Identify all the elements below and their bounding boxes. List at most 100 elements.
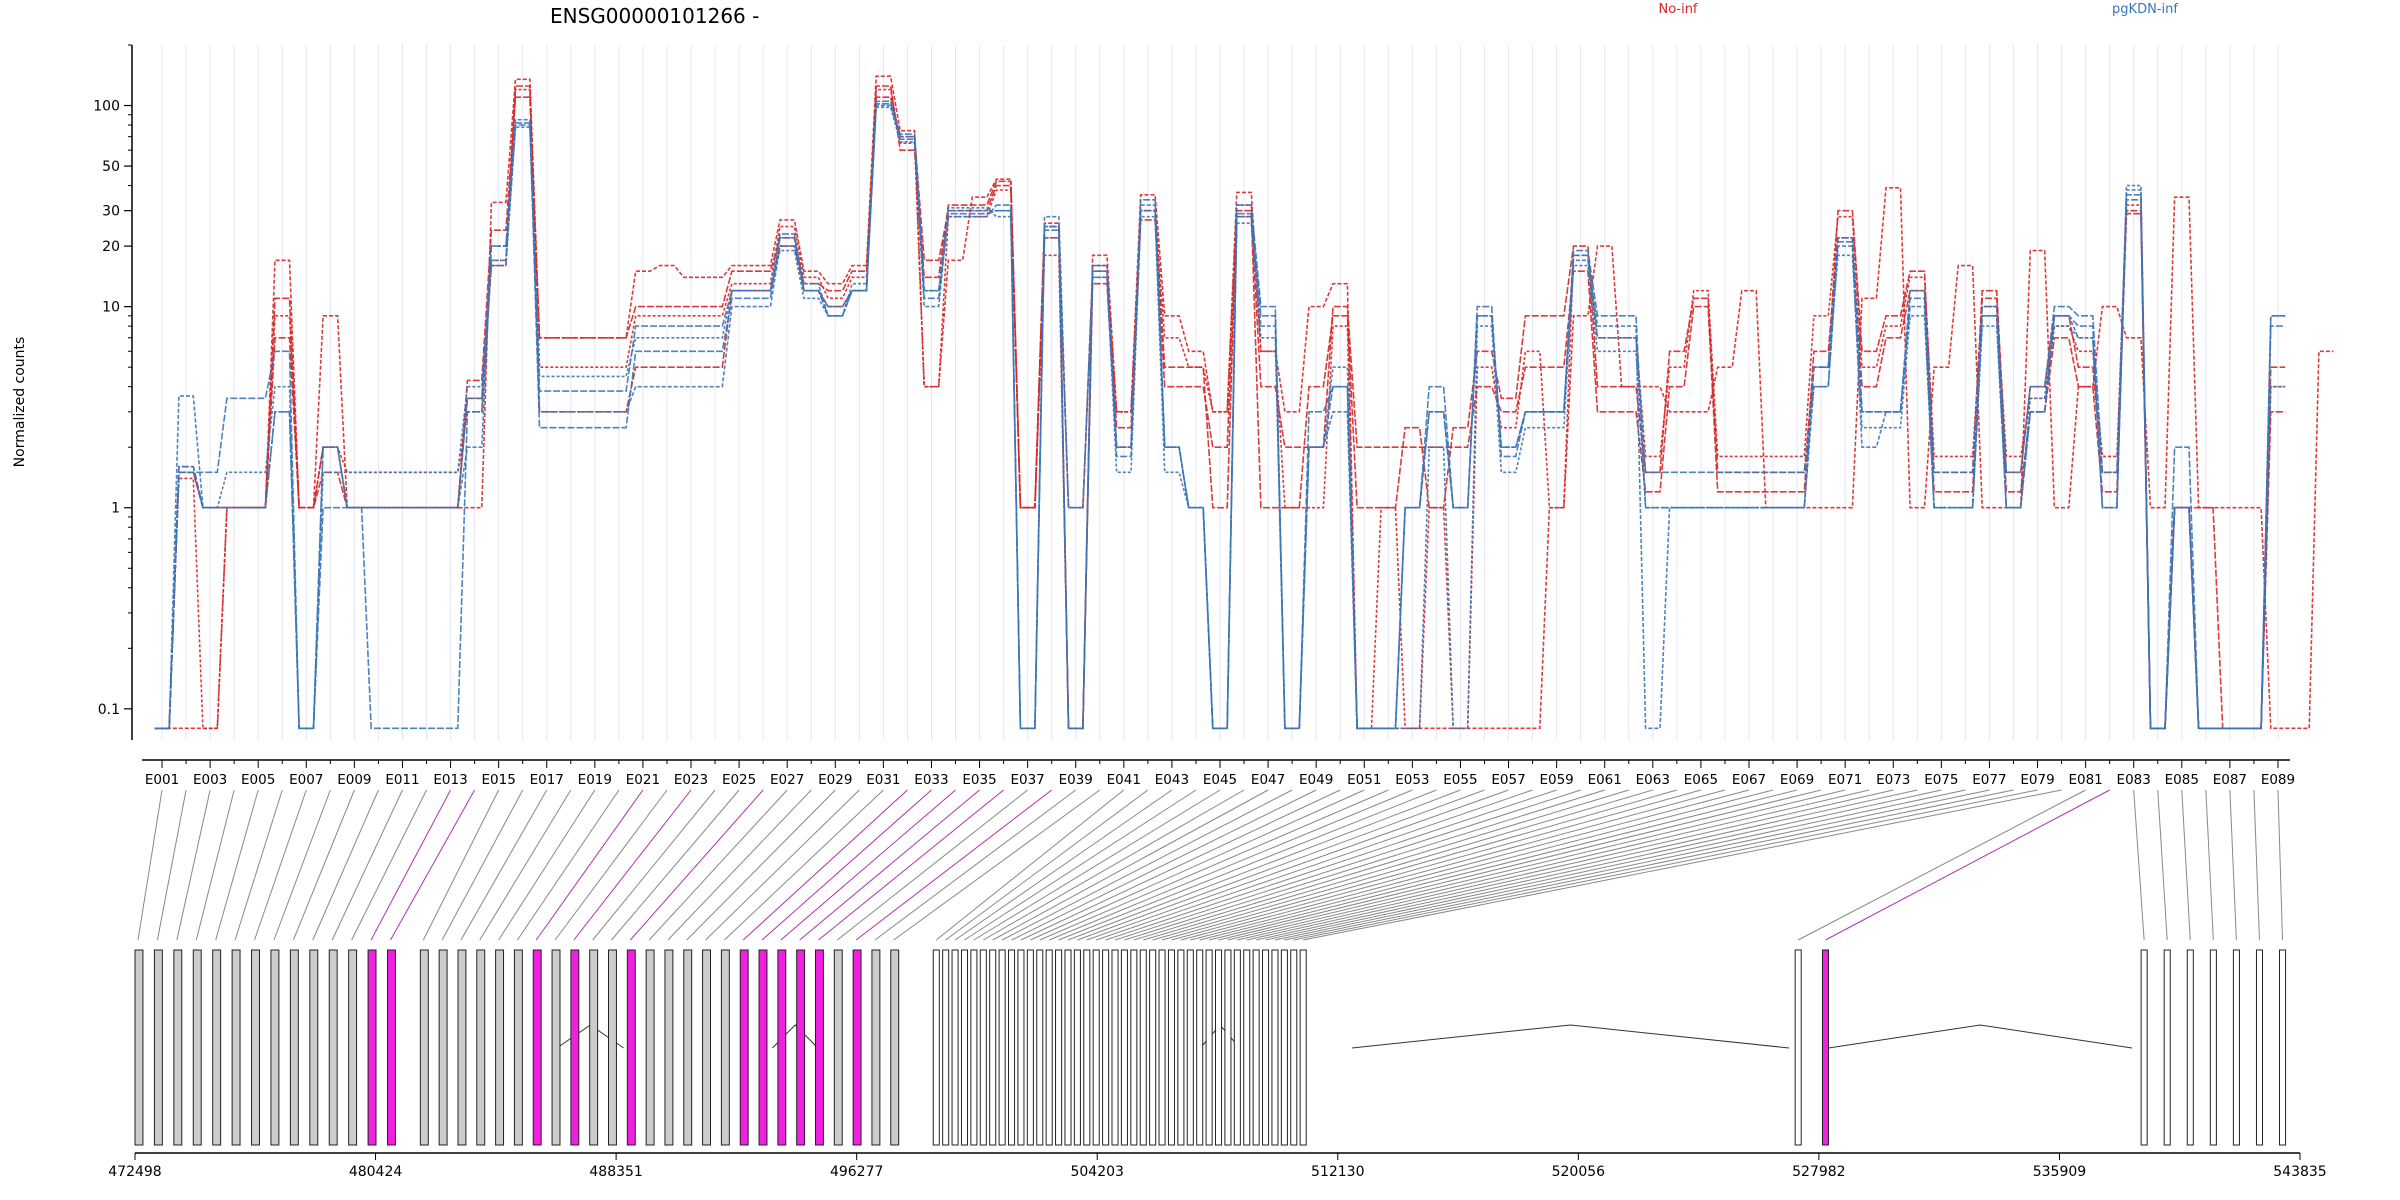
exon-connector (1058, 789, 1437, 941)
exon-connector (254, 789, 307, 941)
exon-box (1092, 949, 1100, 1146)
exon-connector (954, 789, 1173, 941)
gene-model (134, 949, 2287, 1146)
exon-connector (1030, 789, 1365, 941)
x-tick-label: E027 (770, 772, 804, 788)
coordinate-tick-label: 472498 (108, 1164, 161, 1180)
exon-box (438, 949, 448, 1146)
exon-connector (1124, 789, 1605, 941)
x-tick-label: E015 (481, 772, 515, 788)
y-tick-label: 10 (102, 300, 120, 316)
exon-connector (1190, 789, 1774, 941)
coordinate-tick-label: 512130 (1311, 1164, 1364, 1180)
x-tick-label: E033 (914, 772, 948, 788)
exon-connector (1180, 789, 1750, 941)
exon-connector (1086, 789, 1509, 941)
x-tick-label: E001 (145, 772, 179, 788)
exon-box (852, 949, 862, 1146)
exon-box (251, 949, 260, 1146)
y-tick-label: 20 (102, 239, 120, 255)
exon-box (960, 949, 969, 1146)
exon-connector (422, 789, 500, 941)
exon-connector (818, 789, 1004, 941)
coordinate-tick-label: 535909 (2033, 1164, 2086, 1180)
exon-connector (1274, 789, 1990, 941)
x-tick-label: E003 (193, 772, 227, 788)
y-axis: 0.1 1 10 20 30 50 100 (93, 44, 133, 740)
legend-item-no-inf: No-inf (1658, 2, 1697, 17)
exon-connector (195, 789, 235, 941)
x-axis: E001 E003 E005 E007 E009 E011 E013 E015 E017 E019… (142, 759, 2295, 788)
coordinate-tick-label: 520056 (1552, 1164, 1606, 1180)
y-tick-label: 1 (111, 501, 120, 517)
exon-connector (292, 789, 355, 941)
exon-connector (234, 789, 283, 941)
x-tick-label: E025 (722, 772, 756, 788)
exon-box (532, 949, 542, 1146)
exon-connector (1227, 789, 1870, 941)
exon-connector (156, 789, 187, 941)
x-tick-label: E029 (818, 772, 852, 788)
x-tick-label: E031 (866, 772, 900, 788)
exon-connector (1199, 789, 1798, 941)
exon-connector (1067, 789, 1461, 941)
coordinate-tick-label: 527982 (1792, 1164, 1845, 1180)
exon-box (2186, 949, 2194, 1146)
exon-box (871, 949, 881, 1146)
x-tick-label: E087 (2213, 772, 2247, 788)
y-tick-label: 30 (102, 204, 120, 220)
x-tick-label: E079 (2020, 772, 2054, 788)
exon-box (702, 949, 712, 1146)
exon-box (289, 949, 299, 1146)
series-line-no-inf (154, 75, 2334, 730)
exon-connector (1143, 789, 1653, 941)
series-layer (154, 75, 2334, 730)
exon-box (1064, 949, 1072, 1146)
y-tick-label: 100 (93, 99, 120, 115)
exon-box (932, 949, 940, 1146)
exon-box (1205, 949, 1213, 1146)
x-tick-label: E017 (530, 772, 564, 788)
coordinate-tick-label: 543835 (2273, 1164, 2326, 1180)
x-tick-label: E055 (1443, 772, 1477, 788)
exon-box (1036, 949, 1044, 1146)
coordinate-tick-label: 504203 (1070, 1164, 1123, 1180)
exon-connector (780, 789, 956, 941)
x-tick-label: E089 (2261, 772, 2295, 788)
x-tick-label: E053 (1395, 772, 1429, 788)
exon-connector (761, 789, 932, 941)
exon-box (2255, 949, 2264, 1146)
coordinate-tick-label: 488351 (589, 1164, 642, 1180)
exon-box (1821, 949, 1830, 1146)
exon-box (495, 949, 505, 1146)
exon-connector (1797, 789, 2086, 941)
exon-box (758, 949, 768, 1146)
exon-connector (742, 789, 908, 941)
x-tick-label: E057 (1491, 772, 1525, 788)
x-tick-label: E039 (1059, 772, 1093, 788)
exon-connector (855, 789, 1052, 941)
exon-box (387, 949, 396, 1146)
exon-box (1026, 949, 1034, 1146)
vertical-grid (161, 45, 2279, 740)
exon-connector (535, 789, 644, 941)
exon-connector (1161, 789, 1702, 941)
y-axis-label: Normalized counts (12, 337, 28, 468)
genomic-coordinate-axis: 472498 480424 488351 496277 504203 512130 5200… (108, 1152, 2327, 1180)
exon-box (1186, 949, 1194, 1146)
exon-box (1177, 949, 1185, 1146)
x-tick-label: E037 (1010, 772, 1044, 788)
exon-connector (1246, 789, 1918, 941)
y-tick-label: 0.1 (98, 702, 120, 718)
exon-connector (1105, 789, 1557, 941)
x-tick-label: E059 (1539, 772, 1573, 788)
exon-connector (973, 789, 1221, 941)
exon-connector (1152, 789, 1677, 941)
exon-box (890, 949, 900, 1146)
exon-box (134, 949, 144, 1146)
exon-box (153, 949, 163, 1146)
exon-connector (1011, 789, 1317, 941)
exon-box (1252, 949, 1260, 1146)
x-tick-label: E043 (1155, 772, 1189, 788)
